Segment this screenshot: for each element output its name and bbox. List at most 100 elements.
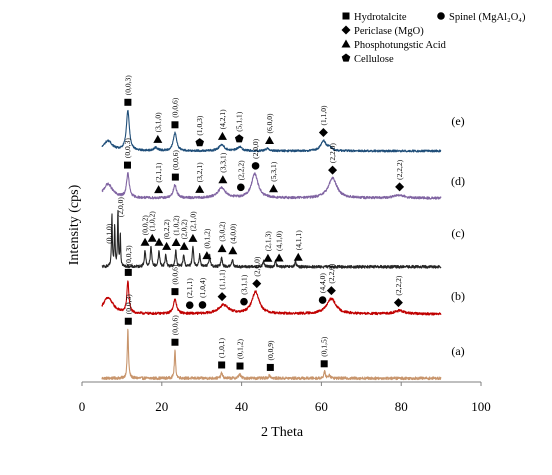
legend-circle-marker — [437, 12, 445, 20]
peak-annotation: (2,1,3) — [263, 231, 273, 262]
miller-index-label: (2,0,0) — [252, 256, 261, 276]
peak-annotation: (0,1,5) — [320, 336, 329, 368]
series-line-b — [101, 280, 442, 316]
legend-label: Cellulose — [354, 54, 394, 65]
diamond-peak-marker — [395, 182, 405, 192]
circle-peak-marker — [198, 301, 207, 309]
square-peak-marker — [266, 363, 274, 371]
peak-annotation: (0,0,6) — [170, 264, 179, 296]
square-peak-marker — [236, 362, 244, 370]
miller-index-label: (2,0,2) — [180, 219, 189, 239]
x-tick-label: 80 — [395, 399, 408, 414]
peak-annotation: (1,0,2) — [172, 215, 181, 246]
miller-index-label: (1,0,2) — [172, 215, 181, 235]
peak-annotation: (0,0,3) — [124, 245, 133, 276]
miller-index-label: (3,1,1) — [239, 274, 248, 294]
miller-index-label: (4,2,1) — [218, 109, 227, 129]
series-label-d: (d) — [451, 174, 465, 188]
miller-index-label: (3,1,0) — [153, 112, 162, 132]
y-axis-title: Intensity (cps) — [67, 184, 82, 265]
diamond-peak-marker — [217, 292, 227, 302]
triangle-peak-marker — [147, 233, 157, 242]
peak-annotation: (3,1,1) — [239, 274, 248, 306]
square-peak-marker — [171, 338, 179, 346]
series-layer — [101, 109, 442, 381]
legend-item: Periclase (MgO) — [341, 25, 424, 37]
square-peak-marker — [171, 173, 179, 181]
miller-index-label: (2,2,0) — [327, 263, 336, 283]
miller-index-label: (4,4,0) — [318, 273, 327, 293]
triangle-peak-marker — [293, 252, 303, 261]
miller-index-label: (0,0,9) — [266, 340, 275, 360]
triangle-peak-marker — [269, 184, 279, 193]
peak-annotation: (0,0,9) — [266, 340, 275, 371]
miller-index-label: (0,2,2) — [162, 219, 171, 239]
miller-index-label: (2,1,1) — [185, 278, 194, 298]
peak-annotation: (1,0,2) — [148, 211, 157, 242]
peak-annotation: (0,0,6) — [171, 150, 180, 181]
triangle-peak-marker — [140, 237, 150, 246]
legend-item: Phosphotungstic Acid — [341, 39, 447, 51]
peak-annotation: (1,0,4) — [198, 277, 207, 309]
series-line-a — [101, 328, 442, 381]
peak-annotation: (3,3,1) — [218, 152, 227, 184]
peak-annotation — [154, 237, 164, 246]
miller-index-label: (6,0,0) — [265, 113, 274, 133]
miller-index-label: (2,1,1) — [154, 162, 163, 182]
peak-annotation: (2,0,0) — [116, 197, 125, 217]
legend-label: Phosphotungstic Acid — [354, 40, 447, 51]
series-line-c — [101, 209, 442, 269]
square-peak-marker — [124, 268, 132, 276]
miller-index-label: (0,0,6) — [171, 150, 180, 170]
triangle-peak-marker — [274, 253, 284, 262]
peak-annotation: (3,2,1) — [195, 162, 205, 193]
square-peak-marker — [171, 121, 179, 129]
miller-index-label: (4,1,1) — [294, 230, 303, 250]
miller-index-label: (5,1,1) — [235, 111, 244, 131]
triangle-peak-marker — [263, 253, 273, 262]
square-peak-marker — [171, 288, 179, 296]
x-axis-title: 2 Theta — [261, 425, 304, 440]
peak-annotation: (0,1,2) — [236, 339, 245, 370]
triangle-peak-marker — [188, 233, 198, 242]
miller-index-label: (2,1,0) — [188, 211, 197, 231]
x-tick-label: 20 — [155, 399, 168, 414]
triangle-peak-marker — [202, 251, 212, 260]
peak-annotation: (2,2,0) — [328, 143, 338, 175]
series-label-a: (a) — [451, 344, 464, 358]
peak-annotation: (2,2,2) — [395, 159, 405, 192]
x-tick-label: 0 — [79, 399, 86, 414]
diamond-peak-marker — [326, 286, 336, 296]
series-label-b: (b) — [451, 289, 465, 303]
peak-annotation: (6,0,0) — [265, 113, 275, 145]
miller-index-label: (1,1,0) — [319, 105, 328, 125]
peak-annotation: (2,0,0) — [251, 138, 260, 170]
legend-label: Hydrotalcite — [354, 12, 407, 23]
legend: Hydrotalcite Spinel (MgAl₂O₄) Periclase (M… — [341, 12, 526, 65]
peak-annotation: (0,1,0) — [105, 223, 114, 243]
peak-annotation: (2,0,0) — [252, 256, 262, 289]
miller-index-label: (0,1,2) — [202, 228, 211, 248]
triangle-peak-marker — [195, 184, 205, 193]
peak-annotation: (2,1,0) — [188, 211, 198, 242]
miller-index-label: (2,1,3) — [263, 231, 272, 251]
triangle-peak-marker — [179, 241, 189, 250]
triangle-peak-marker — [217, 131, 227, 140]
triangle-peak-marker — [228, 246, 238, 255]
peak-annotation: (2,2,2) — [236, 160, 245, 192]
legend-square-marker — [342, 12, 350, 20]
peak-annotation: (4,0,0) — [228, 223, 238, 255]
peak-annotation: (1,0,3) — [195, 115, 204, 147]
diamond-peak-marker — [252, 279, 262, 289]
miller-index-label: (2,0,0) — [116, 197, 125, 217]
miller-index-label: (1,1,1) — [218, 269, 227, 289]
miller-index-label: (0,1,2) — [236, 339, 245, 359]
miller-index-label: (2,2,2) — [236, 160, 245, 180]
peak-annotation: (2,1,1) — [154, 162, 163, 194]
peak-annotation: (2,2,0) — [326, 263, 336, 296]
legend-label: Periclase (MgO) — [354, 26, 424, 37]
square-peak-marker — [218, 361, 226, 369]
peak-annotation: (4,2,1) — [217, 109, 227, 140]
miller-index-label: (3,0,2) — [218, 221, 227, 241]
